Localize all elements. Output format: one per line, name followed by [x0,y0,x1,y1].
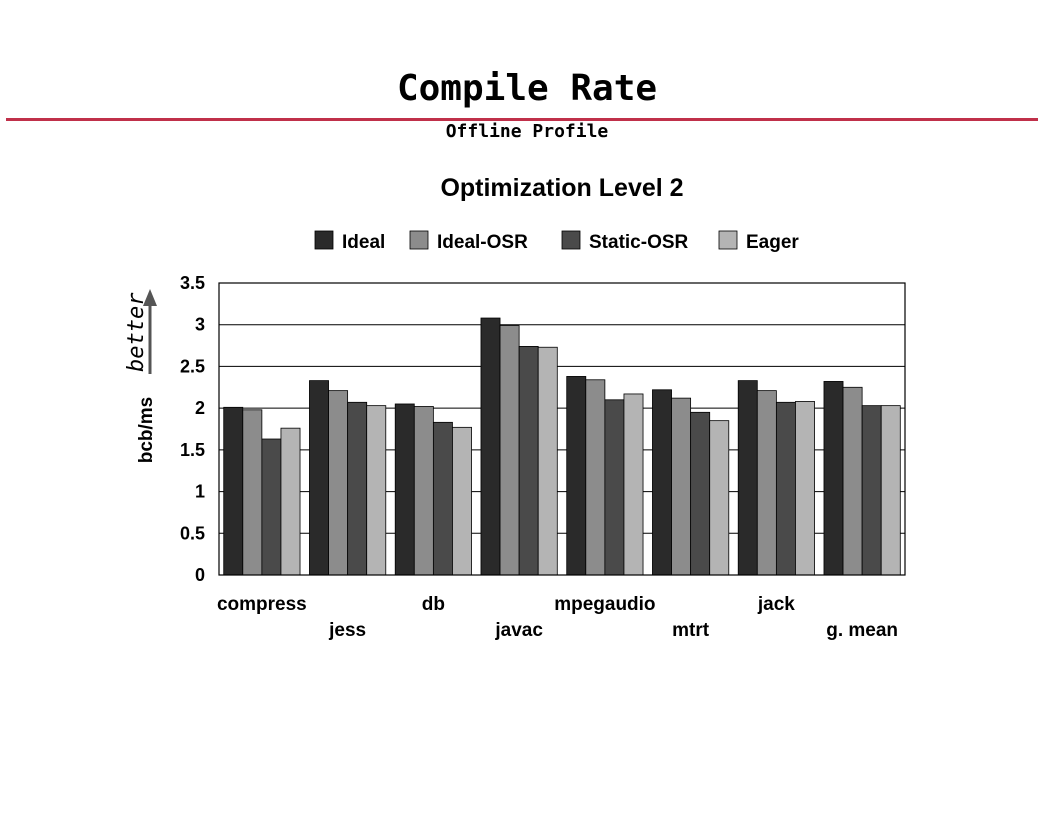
y-tick-label: 2.5 [180,356,205,376]
category-label: jack [757,594,795,615]
bar-static-osr-g-mean [861,405,882,576]
bar-eager-jess [366,405,387,576]
plot-area-border [218,282,906,576]
bar-ideal-jack [737,380,758,576]
y-tick-label: 0 [195,565,205,585]
category-label: jess [328,620,366,641]
bar-ideal-g-mean [823,381,844,576]
y-axis-label: bcb/ms [136,397,157,464]
bar-static-osr-javac [518,346,539,576]
bar-ideal-jess [309,380,329,576]
bar-ideal-osr-mtrt [671,397,692,576]
bar-ideal-compress [223,406,244,576]
category-labels: compress jess db javac mpegaudio mtrt jack g. m… [217,594,898,641]
y-tick-label: 0.5 [180,523,205,543]
bar-eager-javac [537,346,558,576]
category-label: compress [217,594,307,615]
category-label: db [422,594,445,615]
category-label: mpegaudio [554,594,655,615]
bars [223,317,901,576]
better-annotation: better [124,289,157,374]
bar-ideal-mtrt [652,389,672,576]
bar-ideal-javac [480,317,501,576]
bar-ideal-osr-javac [499,325,520,576]
better-arrow-icon [143,289,157,306]
y-tick-label: 2 [195,398,205,418]
y-tick-label: 3 [195,315,205,335]
category-label: javac [494,620,543,641]
bar-eager-g-mean [880,405,901,576]
bar-ideal-osr-compress [242,409,263,576]
bar-static-osr-mpegaudio [604,399,625,576]
legend-label: Ideal-OSR [437,232,528,253]
bar-eager-mpegaudio [623,393,644,576]
bar-ideal-mpegaudio [566,376,587,576]
bar-ideal-osr-db [413,406,434,576]
legend-swatch [561,230,581,250]
bar-eager-jack [795,401,815,576]
legend-swatch [409,230,429,250]
y-tick-labels: 0 0.5 1 1.5 2 2.5 3 3.5 [180,273,205,585]
legend-swatch [314,230,334,250]
y-tick-label: 1 [195,482,205,502]
bar-eager-mtrt [709,420,730,576]
legend: Ideal Ideal-OSR Static-OSR Eager [314,230,799,253]
bar-static-osr-jess [347,401,368,576]
legend-label: Static-OSR [589,232,689,253]
title-rule [6,118,1038,121]
bar-ideal-osr-jack [756,390,777,576]
y-tick-label: 3.5 [180,273,205,293]
bar-eager-compress [280,427,301,576]
bar-eager-db [452,426,472,576]
category-label: mtrt [672,620,710,641]
slide-title: Compile Rate [396,68,658,109]
category-label: g. mean [826,620,898,641]
chart-title: Optimization Level 2 [440,174,683,202]
bar-ideal-osr-mpegaudio [585,379,606,576]
slide-subtitle: Offline Profile [445,121,609,142]
legend-label: Eager [746,232,799,253]
bar-static-osr-jack [775,401,796,576]
bar-ideal-db [394,403,415,576]
bar-ideal-osr-jess [328,390,349,576]
bar-static-osr-mtrt [690,411,711,576]
bar-static-osr-compress [261,438,282,576]
legend-swatch [718,230,738,250]
bar-static-osr-db [432,421,453,576]
bar-ideal-osr-g-mean [842,386,863,576]
y-tick-label: 1.5 [180,440,205,460]
legend-label: Ideal [342,232,385,253]
